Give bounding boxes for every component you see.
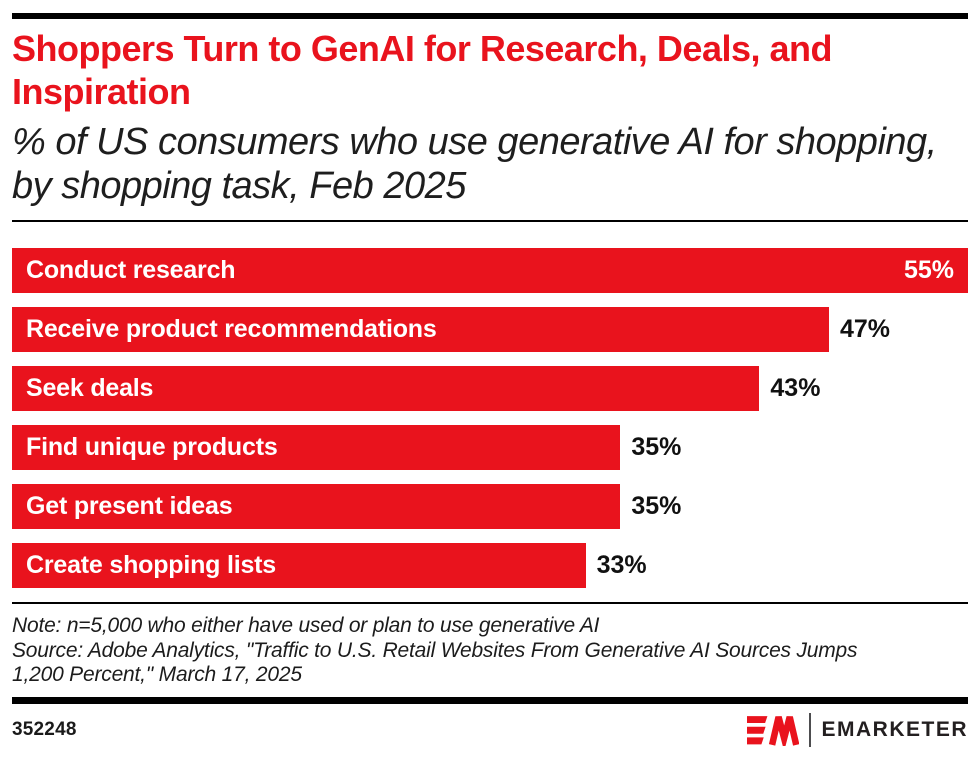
bar: Get present ideas [12, 484, 621, 529]
logo-divider [809, 712, 812, 747]
bar-value-label: 35% [631, 492, 682, 520]
bar-value-label: 55% [903, 256, 954, 284]
bar: Find unique products [12, 425, 621, 470]
bar-value-label: 33% [596, 551, 647, 579]
bar: Conduct research 55% [12, 248, 968, 293]
bar-category-label: Get present ideas [26, 492, 233, 520]
bar-row: Get present ideas 35% [12, 484, 968, 529]
bar-value-label: 35% [631, 433, 682, 461]
footer: 352248 EMARKETER [12, 712, 968, 747]
source-text: Source: Adobe Analytics, "Traffic to U.S… [12, 638, 858, 687]
bar-category-label: Receive product recommendations [26, 315, 437, 343]
bar-category-label: Create shopping lists [26, 551, 277, 579]
bar-value-label: 43% [770, 374, 821, 402]
note-text: Note: n=5,000 who either have used or pl… [12, 614, 600, 637]
bar-row: Create shopping lists 33% [12, 543, 968, 588]
bar-category-label: Find unique products [26, 433, 278, 461]
bar-row: Receive product recommendations 47% [12, 307, 968, 352]
bar-category-label: Seek deals [26, 374, 154, 402]
chart-id: 352248 [12, 718, 77, 740]
top-rule [12, 13, 968, 19]
bar: Receive product recommendations [12, 307, 829, 352]
bar-value-label: 47% [839, 315, 890, 343]
bottom-rule [12, 696, 968, 704]
bar-row: Conduct research 55% [12, 248, 968, 293]
brand-name: EMARKETER [821, 717, 968, 741]
chart-title: Shoppers Turn to GenAI for Research, Dea… [12, 28, 833, 112]
bar-row: Find unique products 35% [12, 425, 968, 470]
bar: Seek deals [12, 366, 760, 411]
chart-page: Shoppers Turn to GenAI for Research, Dea… [0, 13, 980, 747]
chart-subtitle: % of US consumers who use generative AI … [12, 121, 937, 207]
emarketer-em-icon [747, 715, 800, 746]
bar-category-label: Conduct research [26, 256, 236, 284]
footnote-divider [12, 602, 968, 604]
footnote-block: Note: n=5,000 who either have used or pl… [12, 614, 968, 688]
bar: Create shopping lists [12, 543, 586, 588]
bar-row: Seek deals 43% [12, 366, 968, 411]
brand-logo: EMARKETER [747, 712, 968, 747]
header-divider [12, 220, 968, 222]
bar-chart: Conduct research 55% Receive product recom… [12, 248, 968, 588]
